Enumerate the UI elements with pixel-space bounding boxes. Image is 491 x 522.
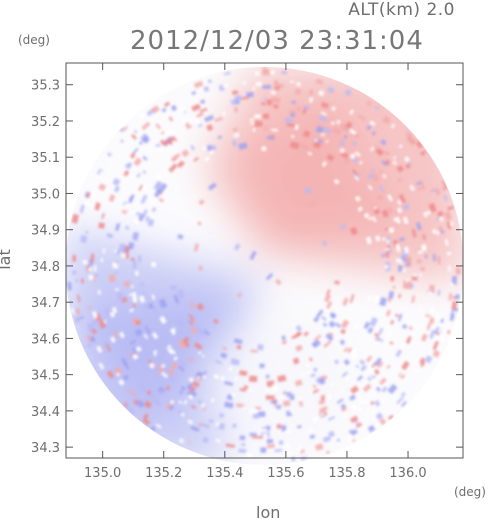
y-tick-label: 34.4 — [31, 405, 60, 420]
x-tick-label: 135.2 — [145, 466, 182, 481]
y-tick-label: 35.0 — [31, 187, 60, 202]
x-tick-label: 136.0 — [389, 466, 426, 481]
y-tick-label: 34.7 — [31, 296, 60, 311]
y-tick-label: 35.3 — [31, 79, 60, 94]
x-tick-label: 135.0 — [84, 466, 121, 481]
velocity-field-speckle — [67, 67, 461, 462]
y-tick-label: 35.1 — [31, 151, 60, 166]
y-tick-label: 34.8 — [31, 260, 60, 275]
y-tick-label: 34.5 — [31, 369, 60, 384]
timestamp-title: 2012/12/03 23:31:04 — [130, 26, 424, 56]
y-tick-label: 35.2 — [31, 115, 60, 130]
x-tick-label: 135.6 — [267, 466, 304, 481]
y-tick-label: 34.3 — [31, 441, 60, 456]
x-tick-label: 135.8 — [328, 466, 365, 481]
x-tick-label: 135.4 — [206, 466, 243, 481]
axis-ticks: 135.0 135.2 135.4 135.6 135.8 136.0 35.3 35.2 35… — [31, 63, 463, 481]
x-axis-label: lon — [256, 503, 281, 522]
y-tick-label: 34.9 — [31, 224, 60, 239]
radar-scan-disk — [65, 66, 464, 465]
y-tick-label: 34.6 — [31, 332, 60, 347]
altitude-label: ALT(km) 2.0 — [348, 0, 455, 20]
plot-frame — [65, 62, 464, 459]
y-axis-unit: (deg) — [18, 33, 50, 47]
x-axis-unit: (deg) — [454, 485, 486, 499]
